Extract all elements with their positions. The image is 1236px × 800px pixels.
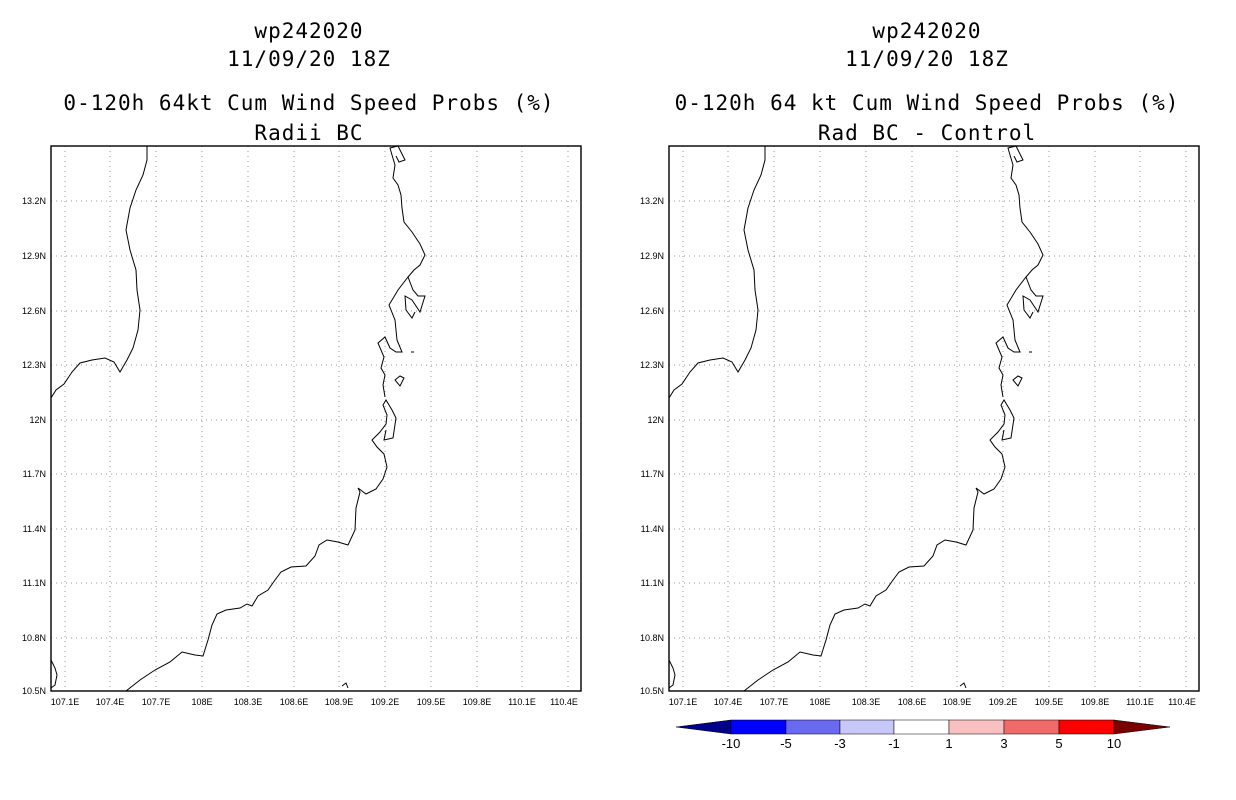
panel-right: wp242020 11/09/20 18Z 0-120h 64 kt Cum W… (640, 19, 1200, 751)
right-lat-label: 10.5N (640, 686, 664, 696)
right-title-storm: wp242020 (872, 19, 981, 43)
colorbar-label: -1 (888, 736, 900, 751)
right-lon-label: 107.7E (760, 697, 789, 707)
right-lat-label: 12.6N (640, 306, 664, 316)
right-coastline (668, 145, 1044, 692)
right-title-product: 0-120h 64 kt Cum Wind Speed Probs (%) (675, 91, 1180, 115)
left-lon-label: 107.4E (96, 697, 125, 707)
left-lon-label: 107.1E (51, 697, 80, 707)
right-lat-label: 13.2N (640, 196, 664, 206)
left-lon-label: 109.8E (463, 697, 492, 707)
right-lon-label: 108E (809, 697, 830, 707)
left-map-frame (50, 145, 582, 692)
colorbar-label: 3 (1000, 736, 1007, 751)
right-grid (669, 146, 1199, 691)
right-lon-label: 109.5E (1035, 697, 1064, 707)
left-lon-label: 108.9E (325, 697, 354, 707)
left-lat-label: 12.3N (22, 360, 46, 370)
colorbar-label: 5 (1055, 736, 1062, 751)
left-lat-label: 12.9N (22, 251, 46, 261)
right-lon-labels: 107.1E 107.4E 107.7E 108E 108.3E 108.6E … (669, 697, 1196, 707)
left-title-date: 11/09/20 18Z (227, 47, 391, 71)
left-title-storm: wp242020 (254, 19, 363, 43)
left-title-subtitle: Radii BC (254, 121, 363, 145)
colorbar-segment (730, 719, 787, 735)
right-lon-label: 108.3E (852, 697, 881, 707)
colorbar-segment (1003, 719, 1060, 735)
left-lat-label: 11.4N (23, 524, 46, 534)
right-lat-label: 10.8N (640, 633, 664, 643)
colorbar-label: -5 (780, 736, 792, 751)
colorbar-segment (948, 719, 1005, 735)
colorbar: -10 -5 -3 -1 1 3 5 10 (675, 719, 1171, 751)
right-lat-label: 11.7N (641, 469, 664, 479)
left-lon-label: 108E (191, 697, 212, 707)
right-lon-label: 110.1E (1126, 697, 1154, 707)
left-title-product: 0-120h 64kt Cum Wind Speed Probs (%) (63, 91, 554, 115)
right-lon-label: 109.2E (989, 697, 1018, 707)
panel-left: wp242020 11/09/20 18Z 0-120h 64kt Cum Wi… (22, 19, 582, 707)
right-lon-label: 110.4E (1168, 697, 1196, 707)
colorbar-label: -10 (722, 736, 741, 751)
colorbar-segment (785, 719, 841, 735)
right-lon-label: 107.4E (714, 697, 743, 707)
right-lat-labels: 13.2N 12.9N 12.6N 12.3N 12N 11.7N 11.4N … (640, 196, 664, 696)
left-lon-label: 109.5E (417, 697, 446, 707)
colorbar-segment (893, 719, 950, 735)
right-lat-label: 11.4N (641, 524, 664, 534)
left-lon-label: 110.4E (550, 697, 578, 707)
left-lat-label: 12N (29, 415, 46, 425)
left-lat-label: 11.1N (23, 578, 46, 588)
left-lat-label: 10.5N (22, 686, 46, 696)
colorbar-segment (1113, 719, 1171, 735)
colorbar-segment (675, 719, 732, 735)
colorbar-label: -3 (834, 736, 846, 751)
left-lon-label: 110.1E (508, 697, 536, 707)
colorbar-segment (839, 719, 895, 735)
left-lon-label: 108.3E (234, 697, 263, 707)
right-lon-label: 109.8E (1081, 697, 1110, 707)
colorbar-label: 10 (1107, 736, 1121, 751)
right-lat-label: 11.1N (641, 578, 664, 588)
left-lat-label: 13.2N (22, 196, 46, 206)
right-title-subtitle: Rad BC - Control (818, 121, 1036, 145)
left-grid (51, 146, 581, 691)
left-coastline (50, 145, 426, 692)
left-lat-labels: 13.2N 12.9N 12.6N 12.3N 12N 11.7N 11.4N … (22, 196, 46, 696)
right-title-date: 11/09/20 18Z (845, 47, 1009, 71)
left-lon-label: 108.6E (280, 697, 309, 707)
left-lon-labels: 107.1E 107.4E 107.7E 108E 108.3E 108.6E … (51, 697, 578, 707)
colorbar-segment (1058, 719, 1115, 735)
right-lat-label: 12N (647, 415, 664, 425)
right-lon-label: 108.6E (898, 697, 927, 707)
left-lat-label: 12.6N (22, 306, 46, 316)
colorbar-label: 1 (945, 736, 952, 751)
right-map-frame (668, 145, 1200, 692)
left-lat-label: 11.7N (23, 469, 46, 479)
right-lon-label: 108.9E (943, 697, 972, 707)
right-lon-label: 107.1E (669, 697, 698, 707)
left-lon-label: 109.2E (371, 697, 400, 707)
right-lat-label: 12.3N (640, 360, 664, 370)
right-lat-label: 12.9N (640, 251, 664, 261)
left-lon-label: 107.7E (142, 697, 171, 707)
left-lat-label: 10.8N (22, 633, 46, 643)
